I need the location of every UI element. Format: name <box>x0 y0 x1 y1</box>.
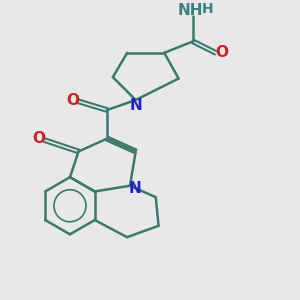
Text: N: N <box>130 98 143 112</box>
Text: O: O <box>33 131 46 146</box>
Text: N: N <box>129 181 142 196</box>
Text: O: O <box>66 92 79 107</box>
Text: O: O <box>215 45 228 60</box>
Text: H: H <box>202 2 214 16</box>
Text: NH: NH <box>177 3 203 18</box>
